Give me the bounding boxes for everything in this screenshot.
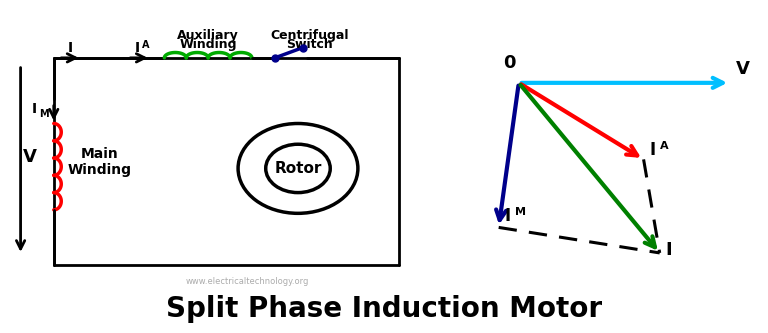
Text: A: A (142, 40, 150, 50)
Text: Main: Main (81, 147, 119, 161)
Text: Split Phase Induction Motor: Split Phase Induction Motor (166, 295, 602, 323)
Text: M: M (39, 109, 48, 119)
Text: I: I (31, 102, 37, 116)
Text: 0: 0 (503, 54, 515, 72)
Text: A: A (660, 141, 668, 151)
Text: www.electricaltechnology.org: www.electricaltechnology.org (186, 277, 309, 286)
Text: I: I (135, 41, 141, 55)
Text: Rotor: Rotor (274, 161, 322, 176)
Text: I: I (666, 241, 672, 259)
Text: V: V (23, 148, 37, 166)
Text: I: I (68, 41, 72, 55)
Text: Auxiliary: Auxiliary (177, 29, 239, 42)
Text: Winding: Winding (68, 163, 132, 176)
Text: Centrifugal: Centrifugal (270, 29, 349, 42)
Text: I: I (505, 207, 511, 225)
Text: I: I (650, 141, 656, 159)
Text: Switch: Switch (286, 38, 333, 51)
Text: V: V (737, 60, 750, 78)
Text: M: M (515, 207, 526, 217)
Text: Winding: Winding (180, 38, 237, 51)
